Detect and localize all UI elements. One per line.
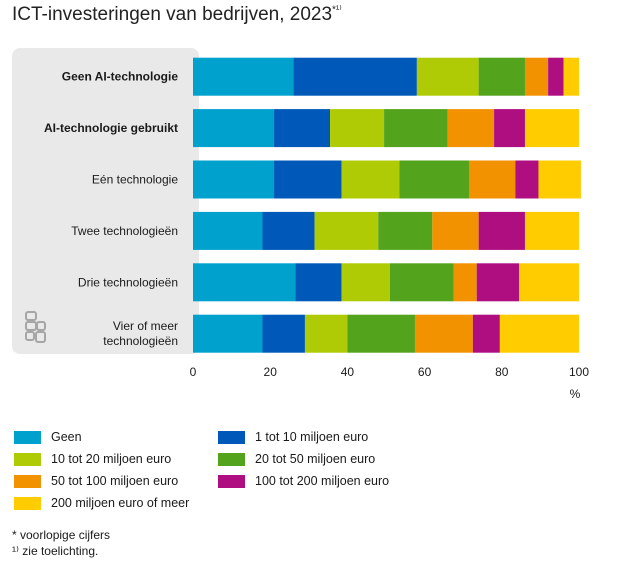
bar-segment-row1-series2 — [330, 109, 385, 148]
x-tick-label: 0 — [190, 365, 197, 379]
x-tick-label: 80 — [495, 365, 509, 379]
bar-segment-row0-series0 — [193, 57, 294, 96]
bar-segment-row5-series2 — [304, 314, 348, 353]
bar-segment-row3-series2 — [314, 211, 379, 250]
bar-segment-row4-series1 — [295, 263, 342, 302]
legend-item: 10 tot 20 miljoen euro — [14, 452, 171, 466]
legend-label: 200 miljoen euro of meer — [51, 496, 190, 510]
bar-segment-row2-series1 — [274, 160, 342, 199]
bar-segment-row3-series5 — [478, 211, 525, 250]
bar-segment-row5-series1 — [262, 314, 305, 353]
bar-segment-row0-series4 — [524, 57, 549, 96]
bar-segment-row3-series1 — [262, 211, 315, 250]
bar-segment-row0-series1 — [293, 57, 417, 96]
category-label: AI-technologie gebruikt — [44, 121, 178, 135]
bar-segment-row5-series4 — [414, 314, 473, 353]
bar-segment-row0-series5 — [548, 57, 564, 96]
x-tick-label: 20 — [264, 365, 278, 379]
category-label: Vier of meer — [113, 319, 178, 333]
bar-segment-row3-series6 — [524, 211, 579, 250]
bar-segment-row1-series6 — [524, 109, 579, 148]
x-axis-unit: % — [570, 387, 581, 401]
bar-segment-row5-series6 — [499, 314, 579, 353]
legend-swatch — [218, 452, 245, 466]
bar-segment-row3-series3 — [378, 211, 433, 250]
bar-segment-row5-series5 — [472, 314, 500, 353]
bar-segment-row4-series2 — [341, 263, 390, 302]
bar-segment-row2-series4 — [468, 160, 516, 199]
bar-segment-row4-series3 — [389, 263, 454, 302]
category-label: Geen AI-technologie — [62, 70, 179, 84]
footnote-preliminary: * voorlopige cijfers — [12, 528, 111, 542]
x-tick-label: 100 — [569, 365, 589, 379]
chart-title: ICT-investeringen van bedrijven, 2023*¹⁾ — [12, 4, 342, 25]
bar-segment-row2-series3 — [399, 160, 469, 199]
footnotes: * voorlopige cijfers ¹⁾ zie toelichting. — [12, 527, 110, 559]
legend-item: 200 miljoen euro of meer — [14, 496, 189, 510]
bar-segment-row3-series0 — [193, 211, 263, 250]
bar-segment-row2-series6 — [538, 160, 581, 199]
bar-segment-row2-series5 — [515, 160, 539, 199]
category-label: Twee technologieën — [71, 224, 178, 238]
bar-segment-row1-series4 — [447, 109, 495, 148]
legend-label: 20 tot 50 miljoen euro — [255, 452, 376, 466]
legend-label: 10 tot 20 miljoen euro — [51, 452, 172, 466]
category-label: technologieën — [103, 334, 178, 348]
bar-segment-row2-series0 — [193, 160, 275, 199]
bar-segment-row4-series4 — [453, 263, 477, 302]
stacked-bar-chart: Geen AI-technologie AI-technologie gebrui… — [12, 48, 589, 401]
legend-item: 20 tot 50 miljoen euro — [218, 452, 375, 466]
legend-label: 100 tot 200 miljoen euro — [255, 474, 390, 488]
bar-segment-row2-series2 — [341, 160, 400, 199]
legend-swatch — [14, 496, 41, 510]
bar-segment-row5-series3 — [347, 314, 415, 353]
bar-segment-row1-series5 — [494, 109, 525, 148]
cbs-logo — [25, 311, 46, 343]
footnote-explanation: ¹⁾ zie toelichting. — [12, 544, 99, 558]
bar-segment-row3-series4 — [432, 211, 479, 250]
bar-segment-row1-series3 — [384, 109, 448, 148]
bar-segment-row4-series0 — [193, 263, 296, 302]
legend-swatch — [218, 474, 245, 488]
x-tick-label: 60 — [418, 365, 432, 379]
bar-segment-row5-series0 — [193, 314, 263, 353]
legend-label: 1 tot 10 miljoen euro — [255, 430, 369, 444]
legend-swatch — [14, 452, 41, 466]
bar-segment-row0-series2 — [416, 57, 479, 96]
legend-swatch — [218, 430, 245, 444]
category-panel — [12, 48, 199, 354]
legend-item: 100 tot 200 miljoen euro — [218, 474, 389, 488]
legend-label: Geen — [51, 430, 82, 444]
category-label: Eén technologie — [92, 173, 178, 187]
bar-segment-row1-series1 — [274, 109, 331, 148]
bar-segment-row1-series0 — [193, 109, 275, 148]
legend-item: 1 tot 10 miljoen euro — [218, 430, 368, 444]
bar-segment-row0-series3 — [478, 57, 525, 96]
category-label: Drie technologieën — [78, 275, 178, 289]
legend-swatch — [14, 430, 41, 444]
legend-item: Geen — [14, 430, 82, 444]
legend-item: 50 tot 100 miljoen euro — [14, 474, 178, 488]
bar-segment-row4-series5 — [476, 263, 520, 302]
legend-label: 50 tot 100 miljoen euro — [51, 474, 179, 488]
x-tick-label: 40 — [341, 365, 355, 379]
bar-segment-row0-series6 — [563, 57, 579, 96]
legend-swatch — [14, 474, 41, 488]
bar-segment-row4-series6 — [519, 263, 579, 302]
